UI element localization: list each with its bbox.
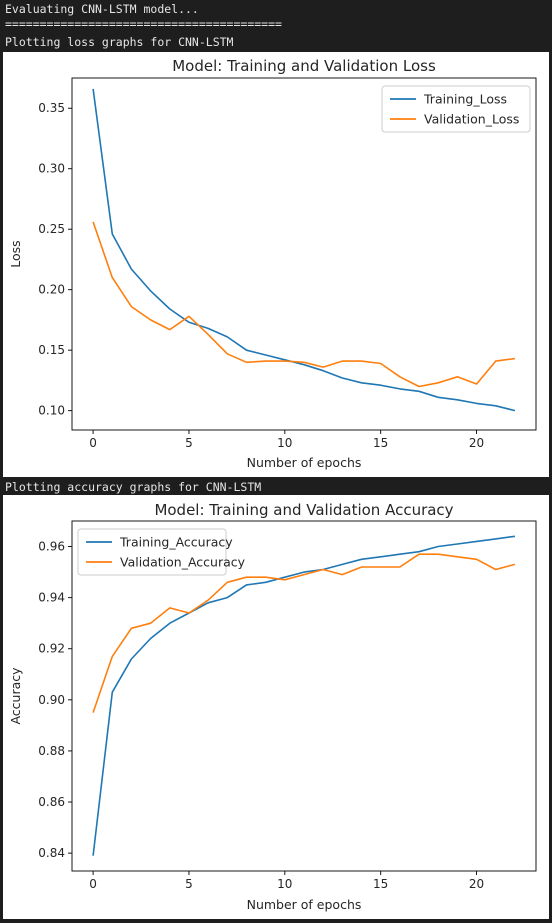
chart0-title: Model: Training and Validation Loss — [172, 57, 436, 75]
chart0-x-axis-label: Number of epochs — [247, 455, 362, 470]
chart0-y-tick-label: 0.20 — [38, 283, 65, 297]
chart1-series-line-1 — [92, 553, 516, 713]
chart1-y-tick-label: 0.92 — [38, 642, 65, 656]
chart1-legend-box — [77, 528, 227, 576]
chart1-x-tick-label: 5 — [185, 877, 193, 891]
chart1-y-tick-label: 0.86 — [38, 795, 65, 809]
console-line-evaluating: Evaluating CNN-LSTM model... — [5, 2, 199, 16]
chart1-x-tick-label: 15 — [373, 877, 388, 891]
chart1-title: Model: Training and Validation Accuracy — [154, 501, 453, 519]
chart1-legend-label-0: Training_Accuracy — [119, 535, 233, 550]
chart0-plot-frame — [71, 77, 537, 431]
accuracy-chart-panel: 0 5 10 15 20 0.84 0.86 0.88 0.90 0.92 0.94 0.96 Mode… — [3, 495, 549, 919]
chart0-y-tick-label: 0.10 — [38, 404, 65, 418]
chart0-series-line-1 — [92, 221, 516, 388]
chart0-legend-box — [381, 85, 531, 133]
chart0-series-line-0 — [92, 88, 516, 412]
chart1-x-tick-label: 20 — [469, 877, 484, 891]
chart1-x-tick-label: 0 — [89, 877, 97, 891]
chart1-y-tick-label: 0.94 — [38, 591, 65, 605]
chart1-y-axis-label: Accuracy — [8, 667, 23, 725]
chart1-legend-label-1: Validation_Accuracy — [120, 555, 246, 570]
loss-chart: 0 5 10 15 20 0.10 0.15 0.20 0.25 0.30 0.35 Model: T… — [8, 57, 537, 470]
chart1-y-tick-label: 0.88 — [38, 744, 65, 758]
chart0-y-tick-label: 0.35 — [38, 101, 65, 115]
chart1-plot-frame — [71, 520, 537, 872]
chart0-legend-label-1: Validation_Loss — [424, 112, 519, 127]
chart0-legend-label-0: Training_Loss — [423, 92, 507, 107]
chart1-x-tick-label: 10 — [277, 877, 292, 891]
chart0-x-tick-label: 0 — [89, 436, 97, 450]
accuracy-chart: 0 5 10 15 20 0.84 0.86 0.88 0.90 0.92 0.94 0.96 Mode… — [8, 501, 537, 912]
chart0-x-tick-label: 20 — [469, 436, 484, 450]
console-line-loss: Plotting loss graphs for CNN-LSTM — [5, 35, 234, 49]
chart0-x-tick-label: 15 — [373, 436, 388, 450]
chart0-y-tick-label: 0.30 — [38, 162, 65, 176]
chart0-y-axis-label: Loss — [8, 240, 23, 267]
console-separator: ======================================== — [5, 17, 282, 31]
chart1-y-tick-label: 0.90 — [38, 693, 65, 707]
console-line-accuracy: Plotting accuracy graphs for CNN-LSTM — [5, 480, 262, 494]
chart1-series-line-0 — [92, 535, 516, 856]
loss-chart-panel: 0 5 10 15 20 0.10 0.15 0.20 0.25 0.30 0.35 Model: T… — [3, 52, 549, 477]
chart1-y-tick-label: 0.96 — [38, 540, 65, 554]
chart0-x-tick-label: 5 — [185, 436, 193, 450]
chart0-y-tick-label: 0.25 — [38, 222, 65, 236]
chart0-x-tick-label: 10 — [277, 436, 292, 450]
chart0-y-tick-label: 0.15 — [38, 343, 65, 357]
chart1-y-tick-label: 0.84 — [38, 846, 65, 860]
chart1-x-axis-label: Number of epochs — [247, 897, 362, 912]
